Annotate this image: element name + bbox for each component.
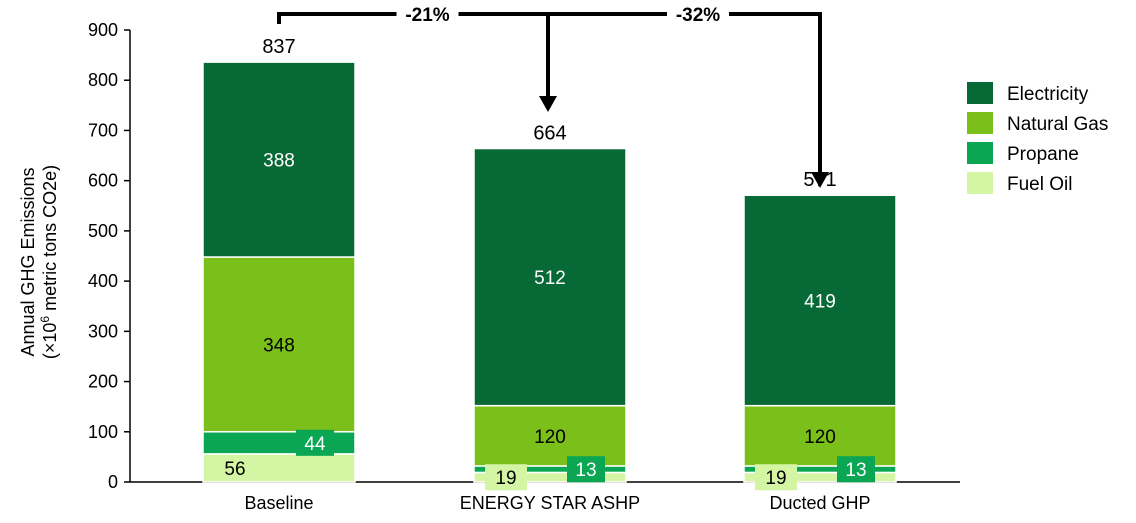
- segment-label: 419: [804, 291, 836, 312]
- bar-segment: [202, 256, 356, 433]
- segment-label: 120: [534, 427, 566, 448]
- bar-segment: [473, 404, 627, 467]
- propane-label-box: [296, 429, 334, 456]
- annotation-bg: [396, 2, 459, 26]
- legend-swatch: [967, 112, 993, 134]
- percent-change-label: -21%: [405, 5, 449, 26]
- fuel-oil-label-box: [755, 464, 797, 491]
- bars: [202, 61, 897, 483]
- fuel-oil-label: 56: [224, 459, 245, 480]
- y-tick-label: 800: [88, 70, 118, 90]
- bar-total-label: 837: [262, 36, 295, 58]
- bar-segment: [743, 404, 897, 467]
- bar-total-label: 664: [533, 123, 566, 145]
- y-tick-label: 600: [88, 171, 118, 191]
- propane-label: 44: [304, 434, 326, 455]
- y-axis-title: Annual GHG Emissions (×106 metric tons C…: [18, 165, 60, 359]
- annotations: -21% -32%: [277, 2, 829, 188]
- y-axis-title-line2: (×106 metric tons CO2e): [38, 165, 60, 359]
- y-tick-label: 300: [88, 321, 118, 341]
- y-tick-label: 0: [108, 472, 118, 492]
- x-tick-label: ENERGY STAR ASHP: [460, 493, 640, 513]
- y-axis: 0 100 200 300 400 500 600 700 800 900 Baseline ENER…: [88, 20, 960, 513]
- y-axis-title-line1: Annual GHG Emissions: [18, 167, 38, 356]
- y-tick-label: 400: [88, 271, 118, 291]
- legend-label: Natural Gas: [1007, 114, 1108, 135]
- y-axis-title-suffix: metric tons CO2e): [40, 165, 60, 316]
- bar-segment: [743, 194, 897, 407]
- y-axis-title-sup: 6: [38, 316, 52, 323]
- percent-change-label: -32%: [676, 5, 720, 26]
- legend-label: Electricity: [1007, 84, 1089, 105]
- y-tick-label: 900: [88, 20, 118, 40]
- data-labels: 564434838883719131205126641913120419571: [214, 36, 875, 491]
- legend-swatch: [967, 82, 993, 104]
- legend-swatch: [967, 142, 993, 164]
- fuel-oil-label-box: [485, 464, 527, 491]
- fuel-oil-label: 19: [765, 468, 786, 489]
- fuel-oil-label-box: [214, 454, 256, 481]
- arrowhead: [811, 172, 829, 188]
- y-axis-title-prefix: (×10: [40, 323, 60, 360]
- bar-segment: [473, 147, 627, 407]
- legend-swatch: [967, 172, 993, 194]
- y-tick-label: 200: [88, 372, 118, 392]
- y-tick-label: 500: [88, 221, 118, 241]
- x-tick-label: Ducted GHP: [769, 493, 870, 513]
- propane-label-box: [837, 456, 875, 483]
- legend: Electricity Natural Gas Propane Fuel Oil: [967, 82, 1108, 195]
- y-tick-label: 700: [88, 120, 118, 140]
- annotation-bg: [667, 2, 729, 26]
- segment-label: 120: [804, 427, 836, 448]
- propane-label: 13: [575, 460, 596, 481]
- propane-label: 13: [845, 460, 866, 481]
- segment-label: 512: [534, 268, 566, 289]
- fuel-oil-label: 19: [495, 468, 516, 489]
- legend-label: Propane: [1007, 144, 1079, 165]
- segment-label: 388: [263, 151, 295, 172]
- arrowhead: [539, 96, 557, 112]
- propane-label-box: [567, 456, 605, 483]
- y-tick-label: 100: [88, 422, 118, 442]
- segment-label: 348: [263, 335, 295, 356]
- bar-segment: [202, 61, 356, 258]
- x-tick-label: Baseline: [244, 493, 313, 513]
- legend-label: Fuel Oil: [1007, 174, 1072, 195]
